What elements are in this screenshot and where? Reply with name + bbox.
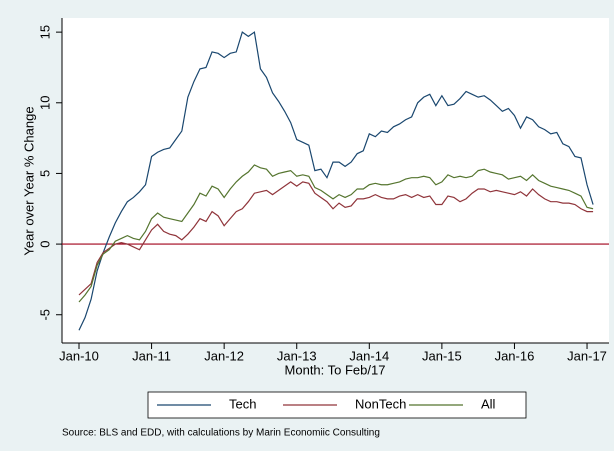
x-tick-label: Jan-10 bbox=[59, 348, 99, 363]
x-tick-label: Jan-14 bbox=[349, 348, 389, 363]
y-tick-label: 5 bbox=[37, 170, 52, 177]
y-tick-label: 15 bbox=[37, 25, 52, 39]
legend-label: NonTech bbox=[355, 396, 406, 411]
series-line bbox=[78, 164, 594, 303]
x-axis-title: Month: To Feb/17 bbox=[285, 362, 386, 377]
x-tick-label: Jan-16 bbox=[495, 348, 535, 363]
y-tick-label: 0 bbox=[37, 240, 52, 247]
series-line bbox=[78, 181, 594, 296]
series-line bbox=[78, 31, 594, 331]
plot-area bbox=[62, 18, 609, 343]
legend-label: Tech bbox=[229, 396, 256, 411]
y-tick-label: -5 bbox=[37, 309, 52, 321]
x-tick-label: Jan-15 bbox=[422, 348, 462, 363]
x-tick-label: Jan-13 bbox=[277, 348, 317, 363]
legend-label: All bbox=[481, 396, 496, 411]
y-tick-label: 10 bbox=[37, 96, 52, 110]
x-tick-label: Jan-12 bbox=[204, 348, 244, 363]
x-tick-label: Jan-17 bbox=[567, 348, 607, 363]
y-axis-title: Year over Year % Change bbox=[21, 106, 36, 255]
source-note: Source: BLS and EDD, with calculations b… bbox=[62, 428, 380, 439]
x-tick-label: Jan-11 bbox=[132, 348, 171, 363]
